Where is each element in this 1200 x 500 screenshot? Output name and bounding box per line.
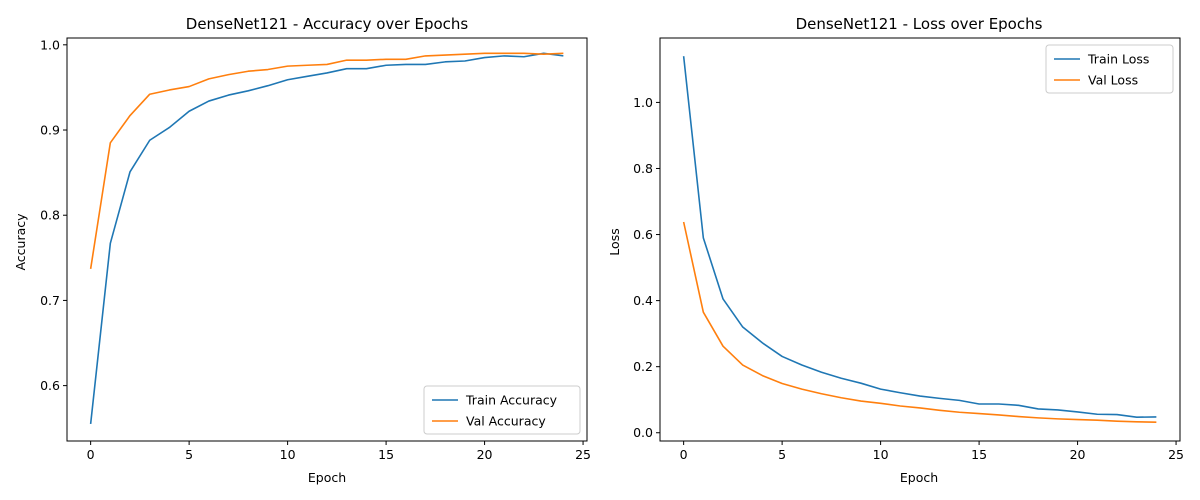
y-tick-label: 1.0	[40, 37, 60, 52]
legend-box	[1045, 44, 1174, 94]
legend: Train Loss Val Loss	[1045, 44, 1174, 94]
legend-label: Train Loss	[1087, 52, 1149, 67]
x-tick-label: 15	[378, 447, 394, 462]
series-group	[89, 52, 564, 425]
plot-frame	[66, 37, 588, 442]
series-line-train-accuracy	[89, 52, 564, 425]
x-tick-label: 5	[778, 447, 786, 462]
chart-title: DenseNet121 - Loss over Epochs	[796, 15, 1043, 33]
x-tick-label: 10	[873, 447, 889, 462]
y-tick-label: 0.8	[40, 208, 60, 223]
x-tick-label: 5	[185, 447, 193, 462]
tick-group: 0 5 10 15 20 25 0.6 0.7 0.8 0.9 1.0	[40, 37, 591, 462]
accuracy-chart: DenseNet121 - Accuracy over Epochs Epoch…	[13, 15, 591, 485]
x-tick-label: 0	[680, 447, 688, 462]
x-tick-label: 10	[280, 447, 296, 462]
legend-label: Val Accuracy	[466, 414, 546, 429]
y-axis-label: Loss	[607, 228, 622, 255]
x-tick-label: 20	[477, 447, 493, 462]
x-tick-label: 0	[87, 447, 95, 462]
plot-frame	[659, 37, 1181, 442]
series-line-val-accuracy	[89, 52, 564, 270]
x-tick-label: 15	[971, 447, 987, 462]
x-tick-label: 25	[575, 447, 591, 462]
legend: Train Accuracy Val Accuracy	[423, 385, 581, 435]
y-tick-label: 0.7	[40, 293, 60, 308]
x-tick-label: 25	[1168, 447, 1184, 462]
series-group	[682, 56, 1157, 423]
series-line-val-loss	[682, 221, 1157, 423]
x-tick-label: 20	[1070, 447, 1086, 462]
legend-label: Val Loss	[1088, 73, 1138, 88]
y-tick-label: 0.0	[633, 425, 653, 440]
x-axis-label: Epoch	[308, 470, 346, 485]
chart-title: DenseNet121 - Accuracy over Epochs	[186, 15, 469, 33]
legend-label: Train Accuracy	[465, 393, 558, 408]
y-axis-label: Accuracy	[13, 213, 28, 271]
x-axis-label: Epoch	[900, 470, 938, 485]
series-line-train-loss	[682, 56, 1157, 419]
y-tick-label: 1.0	[633, 95, 653, 110]
tick-group: 0 5 10 15 20 25 0.0 0.2 0.4 0.6 0.8 1.0	[633, 95, 1184, 462]
legend-box	[423, 385, 581, 435]
y-tick-label: 0.2	[633, 359, 653, 374]
y-tick-label: 0.6	[633, 227, 653, 242]
y-tick-label: 0.9	[40, 123, 60, 138]
y-tick-label: 0.6	[40, 378, 60, 393]
loss-chart: DenseNet121 - Loss over Epochs Epoch Los…	[607, 15, 1184, 485]
y-tick-label: 0.8	[633, 161, 653, 176]
y-tick-label: 0.4	[633, 293, 653, 308]
